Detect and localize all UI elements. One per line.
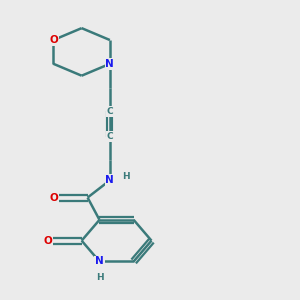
Text: O: O <box>43 236 52 246</box>
Text: C: C <box>106 107 113 116</box>
Text: N: N <box>95 256 104 266</box>
Text: C: C <box>106 132 113 141</box>
Text: H: H <box>122 172 130 181</box>
Text: H: H <box>96 273 103 282</box>
Text: N: N <box>106 59 114 69</box>
Text: N: N <box>106 175 114 185</box>
Text: O: O <box>49 35 58 45</box>
Text: O: O <box>49 193 58 202</box>
